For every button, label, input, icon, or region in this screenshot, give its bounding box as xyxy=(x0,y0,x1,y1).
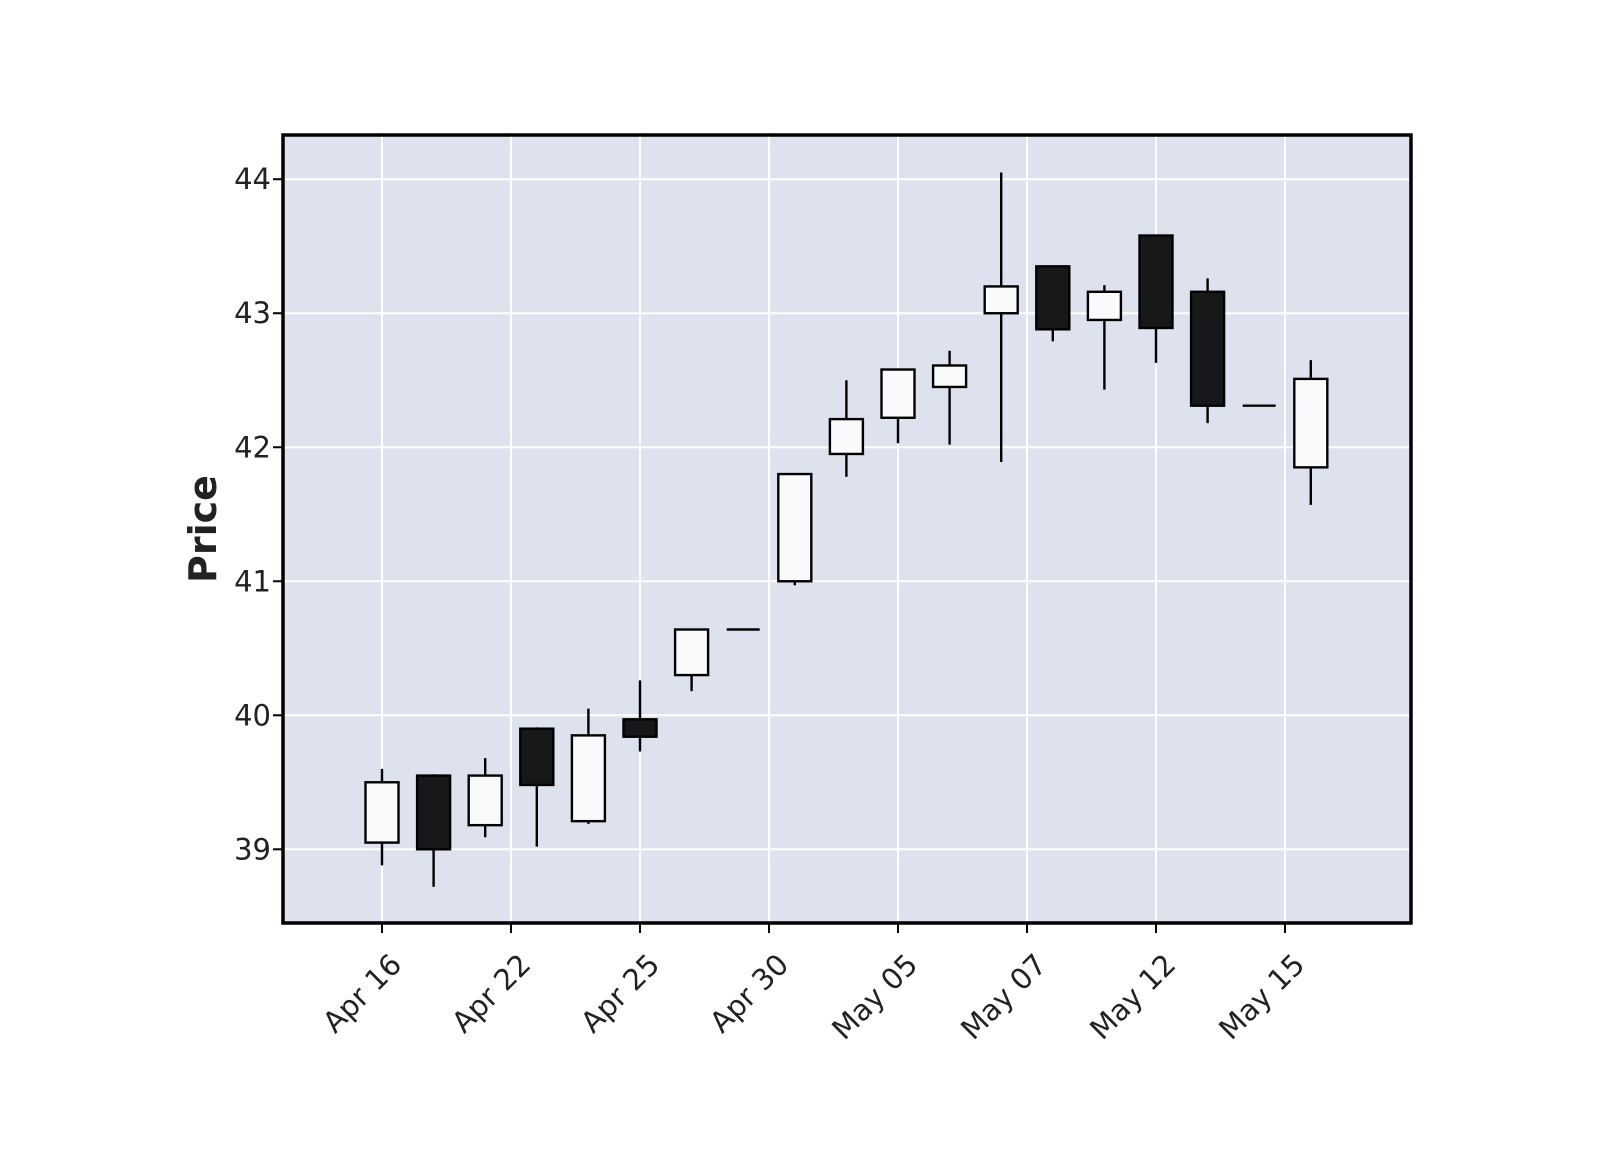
candle-body xyxy=(983,285,1019,315)
candle xyxy=(777,472,813,586)
y-axis: 39 40 41 42 43 44 xyxy=(234,162,283,866)
candle xyxy=(673,628,710,692)
candle xyxy=(1293,360,1329,505)
x-axis: Apr 16 Apr 22 Apr 25 Apr 30 May 05 May 07 May … xyxy=(316,923,1311,1046)
candle xyxy=(1138,234,1174,363)
candle-body xyxy=(828,417,865,456)
candle-body xyxy=(622,718,658,738)
candle xyxy=(467,758,503,838)
plot-frame xyxy=(281,133,1413,925)
y-tick-label: 41 xyxy=(234,564,271,598)
x-tick-label: Apr 16 xyxy=(316,947,408,1039)
candle xyxy=(519,727,555,847)
x-tick-label: May 05 xyxy=(825,947,924,1046)
candle xyxy=(570,708,607,824)
candle-body xyxy=(673,628,710,677)
y-tick-label: 39 xyxy=(234,832,271,866)
y-tick-label: 42 xyxy=(234,430,271,464)
candle xyxy=(1035,265,1071,342)
x-tick-label: Apr 25 xyxy=(574,947,666,1039)
candle-body xyxy=(1293,377,1329,469)
x-tick-label: Apr 22 xyxy=(445,947,537,1039)
candle xyxy=(1189,278,1226,424)
x-tick-label: Apr 30 xyxy=(703,947,795,1039)
candle xyxy=(1086,285,1123,390)
x-tick-label: May 15 xyxy=(1212,947,1311,1046)
y-tick-label: 40 xyxy=(234,698,271,732)
x-tick-label: May 12 xyxy=(1083,947,1182,1046)
x-tick-label: May 07 xyxy=(954,947,1053,1046)
candle-body xyxy=(1086,290,1123,322)
candle-body xyxy=(570,734,607,823)
candle xyxy=(983,172,1019,462)
candle-body xyxy=(777,472,813,583)
y-tick-label: 44 xyxy=(234,162,271,196)
candle xyxy=(622,680,658,752)
plot-background xyxy=(283,135,1411,923)
candle-body xyxy=(880,368,916,419)
y-tick-label: 43 xyxy=(234,296,271,330)
candle-body xyxy=(1189,290,1226,407)
candle xyxy=(364,768,400,866)
candle-body xyxy=(415,774,452,851)
grid-lines xyxy=(283,135,1411,923)
candle xyxy=(828,380,865,477)
candle-body xyxy=(467,774,503,827)
candle xyxy=(415,774,452,887)
candle xyxy=(880,368,916,444)
candles xyxy=(364,172,1329,887)
candle-body xyxy=(1035,265,1071,331)
candle xyxy=(931,350,968,445)
candle-body xyxy=(1138,234,1174,330)
candle-body xyxy=(931,364,968,389)
candle-body xyxy=(519,727,555,787)
y-axis-label: Price xyxy=(181,475,225,583)
candle-body xyxy=(364,781,400,844)
